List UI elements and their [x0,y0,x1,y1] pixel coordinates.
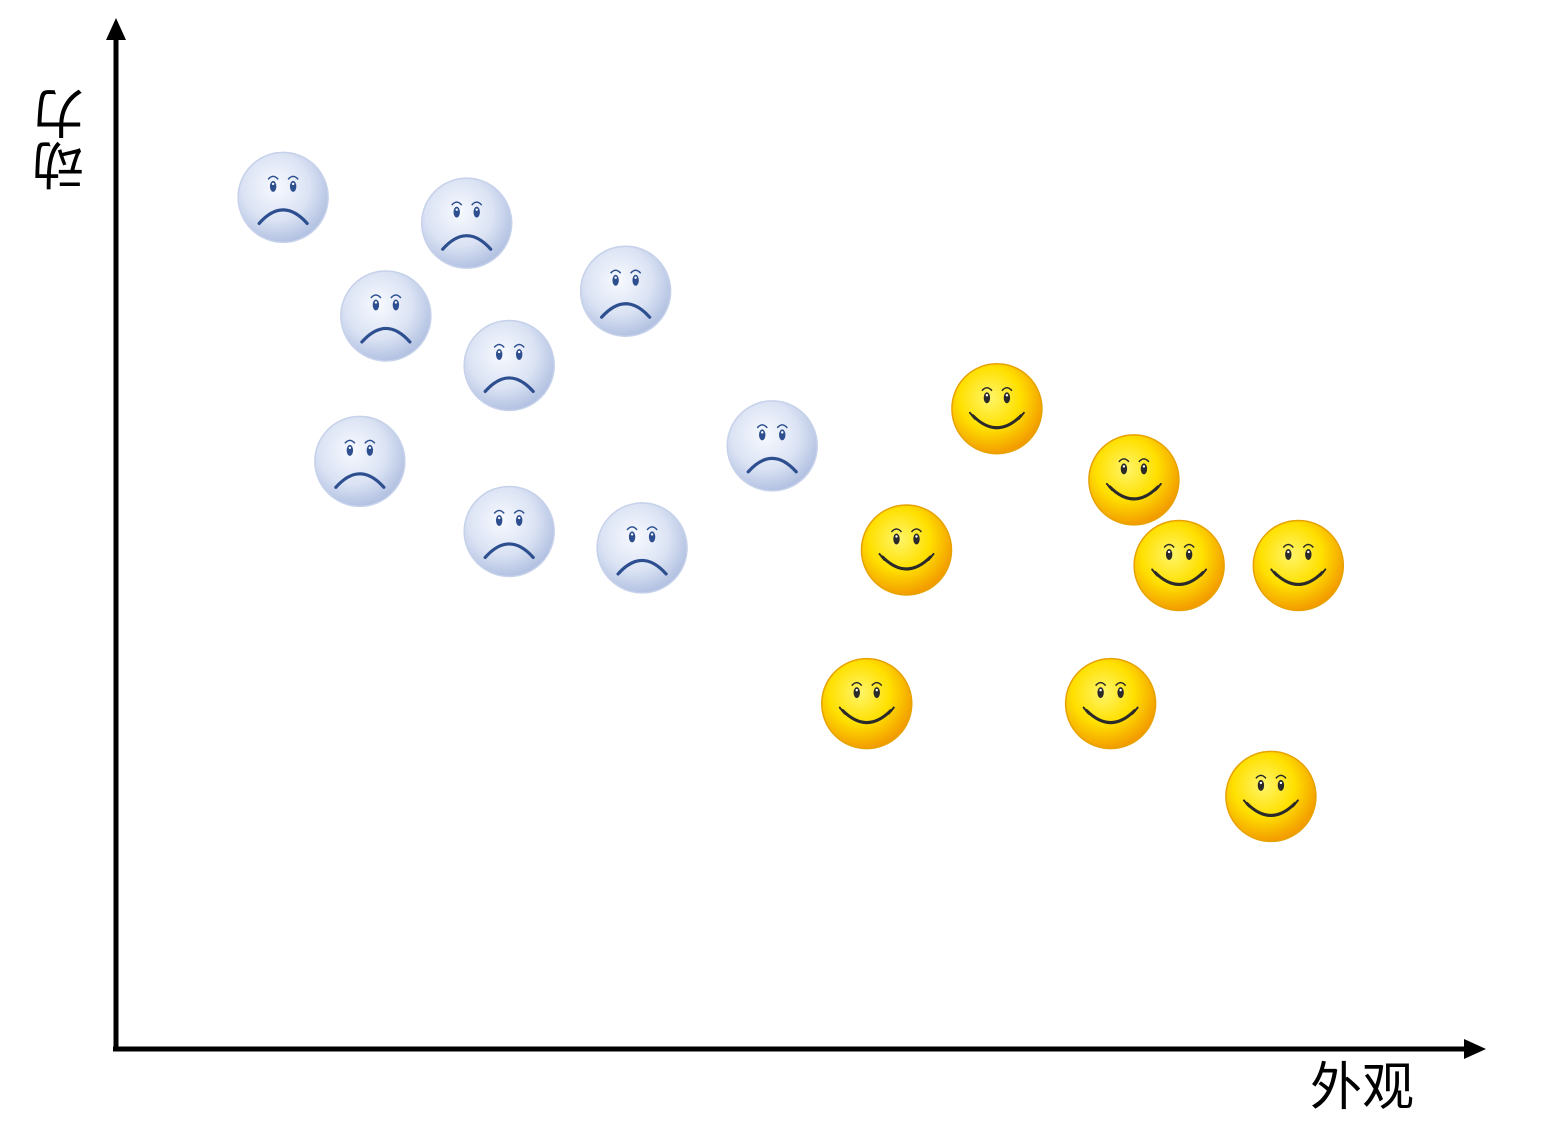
sad-face-icon [237,151,329,244]
smiley-face-icon [1252,519,1345,612]
smiley-face-icon [1064,657,1157,750]
sad-face-icon [420,177,513,269]
data-points [237,151,1345,843]
smiley-face-icon [860,504,953,596]
sad-face-icon [579,245,672,337]
smiley-face-icon [1225,750,1317,843]
sad-face-icon [596,502,688,594]
sad-face-icon [726,400,818,492]
y-axis-title: 动力 [34,88,94,192]
sad-face-icon [314,415,406,508]
sad-face-icon [340,270,432,362]
smiley-face-icon [1088,434,1180,526]
smiley-face-icon [821,657,913,750]
x-axis-title: 外观 [1310,1058,1415,1118]
smiley-face-icon [951,362,1043,455]
y-axis-arrowhead [106,18,126,40]
sad-face-icon [463,319,555,412]
x-axis-arrowhead [1464,1039,1486,1059]
sad-face-icon [463,485,555,578]
smiley-face-icon [1133,519,1225,612]
